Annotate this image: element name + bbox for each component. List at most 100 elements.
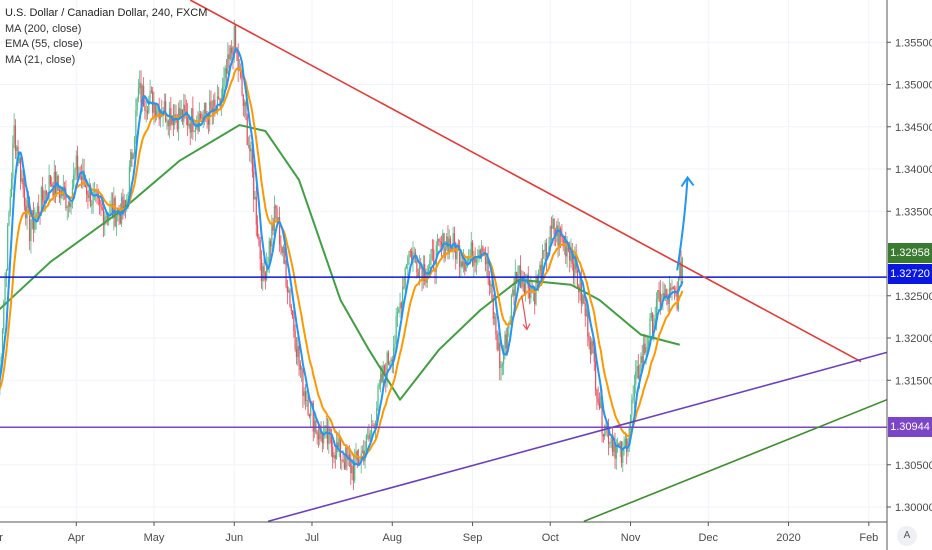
candle-body: [42, 187, 44, 201]
candle-body: [190, 108, 193, 133]
candle-body: [347, 454, 349, 459]
time-tick-label: May: [144, 532, 165, 544]
candle-body: [614, 442, 616, 459]
candle-body: [246, 116, 248, 146]
candle-body: [583, 295, 585, 304]
candle-body: [391, 359, 393, 362]
candle-body: [48, 175, 50, 197]
candle-body: [408, 250, 410, 258]
candle-body: [418, 263, 421, 277]
candle-body: [332, 446, 334, 458]
candle-body: [372, 424, 374, 426]
candle-body: [99, 198, 101, 204]
candle-body: [88, 185, 90, 198]
candle-body: [282, 246, 285, 253]
candle-body: [40, 187, 42, 215]
candle-body: [663, 293, 665, 298]
candle-body: [422, 263, 424, 281]
candle-body: [67, 201, 70, 207]
price-tick-label: 1.30000: [895, 502, 932, 514]
candle-body: [18, 158, 20, 163]
candle-body: [641, 356, 643, 363]
candle-body: [449, 238, 452, 248]
candle-body: [433, 249, 435, 269]
indicator-ma200[interactable]: MA (200, close): [5, 22, 82, 35]
candle-body: [587, 308, 589, 337]
candle-body: [351, 465, 353, 474]
candle-body: [492, 299, 494, 319]
candle-body: [525, 281, 527, 294]
candle-body: [680, 261, 682, 278]
candle-body: [370, 424, 373, 434]
candle-body: [358, 459, 360, 465]
candle-body: [135, 110, 137, 139]
time-tick-label: Sep: [463, 532, 483, 544]
candle-body: [306, 400, 308, 401]
candle-body: [75, 155, 77, 170]
candle-body: [76, 155, 79, 177]
candle-body: [316, 432, 318, 435]
candle-body: [200, 113, 202, 119]
candle-body: [92, 191, 94, 204]
candle-body: [82, 170, 84, 181]
candle-body: [569, 250, 571, 261]
candle-body: [8, 212, 10, 226]
candle-body: [150, 90, 152, 92]
price-tick-label: 1.34500: [895, 122, 932, 134]
candle-body: [146, 110, 149, 114]
candle-body: [34, 219, 36, 230]
candle-body: [339, 438, 342, 461]
candle-body: [637, 365, 639, 379]
candle-body: [218, 96, 220, 99]
candle-body: [369, 433, 371, 440]
candle-body: [399, 302, 401, 310]
candle-body: [280, 244, 282, 248]
candle-body: [478, 250, 480, 258]
candle-body: [140, 82, 142, 103]
auto-scale-button[interactable]: A: [897, 526, 917, 546]
time-tick-label: 2020: [776, 532, 800, 544]
candle-body: [277, 217, 279, 223]
candle-body: [681, 257, 683, 278]
candle-body: [594, 361, 597, 390]
candle-body: [294, 331, 296, 350]
candle-body: [275, 206, 277, 209]
candle-body: [80, 176, 83, 181]
candle-body: [128, 167, 130, 199]
price-tick-label: 1.31500: [895, 375, 932, 387]
candle-body: [620, 441, 623, 464]
candle-body: [389, 363, 391, 365]
time-tick-label: Oct: [542, 532, 559, 544]
candle-body: [403, 287, 405, 288]
candle-body: [522, 278, 524, 284]
indicator-ma21[interactable]: MA (21, close): [5, 53, 76, 66]
candle-body: [431, 249, 434, 250]
candle-body: [390, 359, 392, 364]
candle-body: [673, 289, 676, 291]
candle-body: [166, 120, 168, 122]
candle-body: [378, 384, 380, 386]
trend-line-support_purple: [267, 351, 887, 522]
candle-body: [504, 334, 506, 355]
candle-body: [122, 196, 124, 213]
candle-body: [189, 123, 191, 133]
candle-body: [455, 244, 457, 260]
candle-body: [70, 203, 72, 208]
candle-body: [667, 296, 669, 304]
candle-body: [470, 242, 472, 257]
indicator-ema55[interactable]: EMA (55, close): [5, 38, 83, 50]
candle-body: [269, 240, 272, 247]
candle-body: [451, 247, 453, 252]
candle-body: [334, 455, 336, 459]
candle-body: [493, 316, 496, 319]
candle-body: [409, 250, 411, 252]
candle-body: [591, 341, 593, 354]
candle-body: [607, 426, 610, 444]
candle-body: [330, 433, 333, 447]
candle-body: [109, 205, 111, 215]
trend-line-resistance: [189, 0, 862, 363]
candle-body: [510, 295, 513, 321]
candle-body: [567, 247, 569, 251]
